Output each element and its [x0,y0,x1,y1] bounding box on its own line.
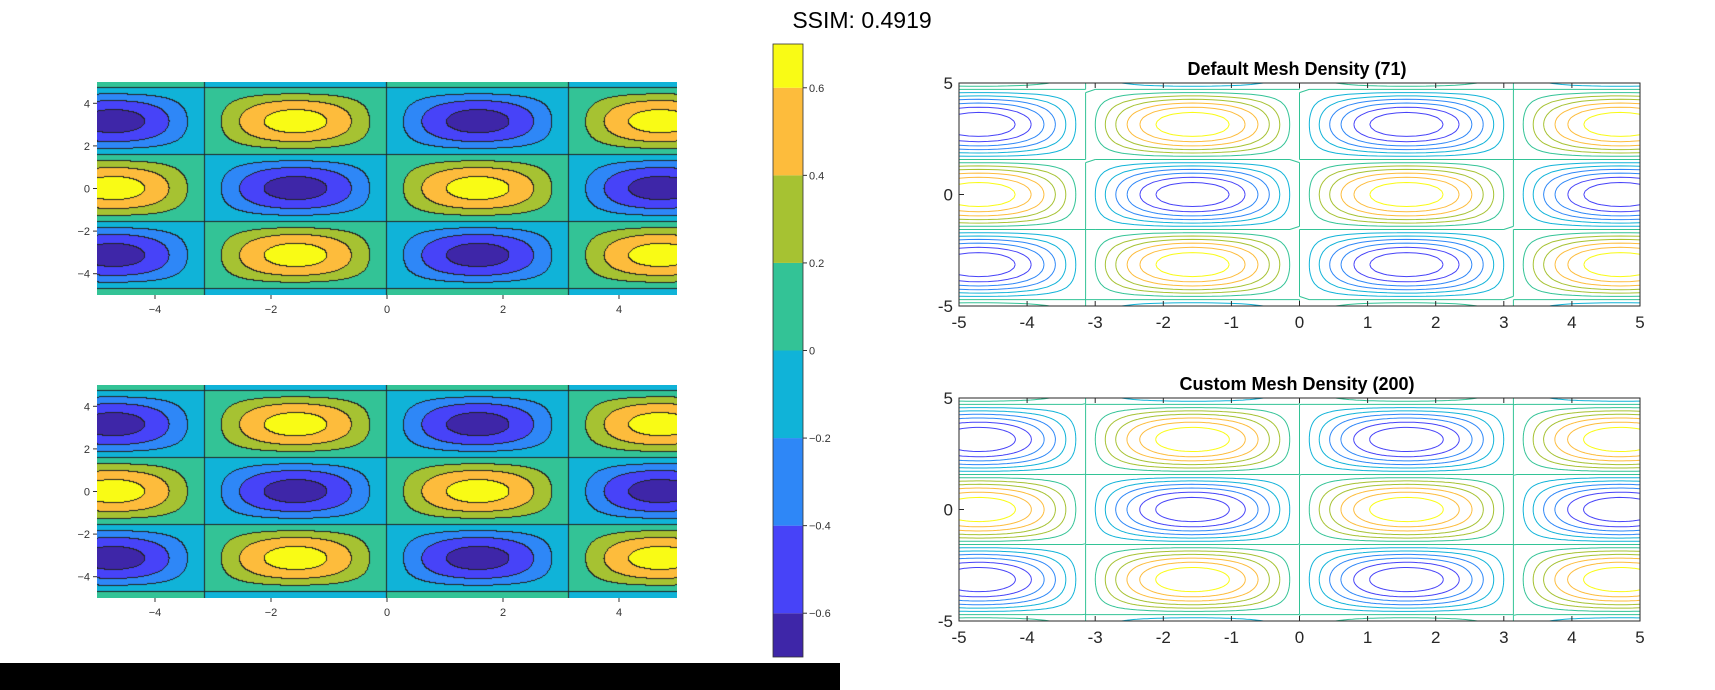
y-tick-label: −2 [77,226,90,238]
contour-line [958,111,1641,278]
contour-line [958,426,1641,593]
colorbar-segment [773,350,803,439]
x-tick-label: -1 [1224,628,1239,647]
colorbar-tick-label: −0.6 [809,608,831,620]
contour-line [959,398,1640,621]
contour-line [958,98,1641,291]
x-tick-label: -2 [1156,628,1171,647]
contour-line [958,413,1641,606]
contour-line [958,106,1641,283]
figure-suptitle: SSIM: 0.4919 [792,7,931,33]
x-tick-label: 4 [1567,628,1576,647]
colorbar-segment [773,175,803,263]
contour-plot-default-mesh: -5 -4 -3 -2 -1 0 1 2 3 4 5 5 0 -5 [938,74,1645,332]
contour-line [958,111,1641,278]
y-tick-label: 2 [84,141,90,153]
contour-line [959,397,1641,622]
contour-line [958,417,1641,602]
contour-line [958,421,1641,598]
x-tick-label: 2 [1431,628,1440,647]
x-tick-label: 2 [1431,313,1440,332]
y-tick-label: -5 [938,297,953,316]
filled-contour-plot-top: −4 −2 0 2 4 4 2 0 −2 −4 [77,82,677,316]
colorbar-tick-label: −0.4 [809,521,831,533]
contour-line [958,417,1641,602]
contour-line [958,102,1641,287]
x-tick-label: -5 [951,628,966,647]
x-tick-label: -4 [1020,628,1035,647]
x-tick-label: −4 [149,304,162,316]
filled-contour-image [97,385,677,598]
x-tick-label: 1 [1363,313,1372,332]
x-tick-label: 4 [616,304,622,316]
x-tick-label: 2 [500,304,506,316]
x-tick-label: −2 [265,607,278,619]
colorbar-tick-label: 0 [809,346,815,358]
colorbar-segment [773,44,803,88]
x-tick-label: 5 [1635,628,1644,647]
y-tick-label: −4 [77,572,90,584]
x-tick-label: −4 [149,607,162,619]
x-tick-label: 5 [1635,313,1644,332]
contour-plot-custom-mesh: -5 -4 -3 -2 -1 0 1 2 3 4 5 5 0 -5 [938,389,1645,647]
y-tick-label: -5 [938,612,953,631]
black-bar [0,663,840,690]
y-tick-label: 2 [84,444,90,456]
contour-line [958,102,1641,287]
y-tick-label: −4 [77,269,90,281]
y-tick-label: 0 [84,487,90,499]
x-tick-label: 0 [384,304,390,316]
x-tick-label: 3 [1499,313,1508,332]
x-tick-label: 2 [500,607,506,619]
x-tick-label: 3 [1499,628,1508,647]
colorbar-tick-label: 0.6 [809,83,824,95]
colorbar-tick-label: −0.2 [809,433,831,445]
contour-line [958,98,1641,291]
colorbar-segment [773,613,803,657]
x-tick-label: 4 [1567,313,1576,332]
colorbar: 0.6 0.4 0.2 0 −0.2 −0.4 −0.6 [772,43,831,658]
contour-line [958,410,1641,609]
contour-line [958,426,1641,593]
x-tick-label: -3 [1088,313,1103,332]
y-tick-label: 4 [84,98,90,110]
contour-line [958,421,1641,598]
y-tick-label: 5 [944,74,953,93]
y-tick-label: −2 [77,529,90,541]
x-tick-label: -2 [1156,313,1171,332]
x-tick-label: 0 [384,607,390,619]
x-tick-label: -4 [1020,313,1035,332]
x-tick-label: -5 [951,313,966,332]
contour-line [959,83,1640,306]
contour-line [958,106,1641,283]
colorbar-segment [773,525,803,614]
plot-title-default-mesh: Default Mesh Density (71) [1187,59,1406,79]
contour-line [958,410,1641,609]
x-tick-label: -3 [1088,628,1103,647]
x-tick-label: 0 [1295,313,1304,332]
colorbar-tick-label: 0.4 [809,170,824,182]
x-tick-label: 0 [1295,628,1304,647]
colorbar-segment [773,438,803,526]
y-tick-label: 5 [944,389,953,408]
y-tick-label: 0 [944,501,953,520]
filled-contour-image [97,82,677,295]
y-tick-label: 0 [944,186,953,205]
plot-title-custom-mesh: Custom Mesh Density (200) [1179,374,1414,394]
filled-contour-plot-bottom: −4 −2 0 2 4 4 2 0 −2 −4 [77,385,677,619]
x-tick-label: −2 [265,304,278,316]
x-tick-label: 1 [1363,628,1372,647]
colorbar-segment [773,87,803,176]
x-tick-label: 4 [616,607,622,619]
y-tick-label: 0 [84,184,90,196]
contour-line [958,95,1641,294]
colorbar-tick-label: 0.2 [809,258,824,270]
y-tick-label: 4 [84,401,90,413]
colorbar-segment [773,262,803,351]
contour-line [958,413,1641,606]
x-tick-label: -1 [1224,313,1239,332]
contour-line [958,82,1641,307]
contour-line [958,95,1641,294]
